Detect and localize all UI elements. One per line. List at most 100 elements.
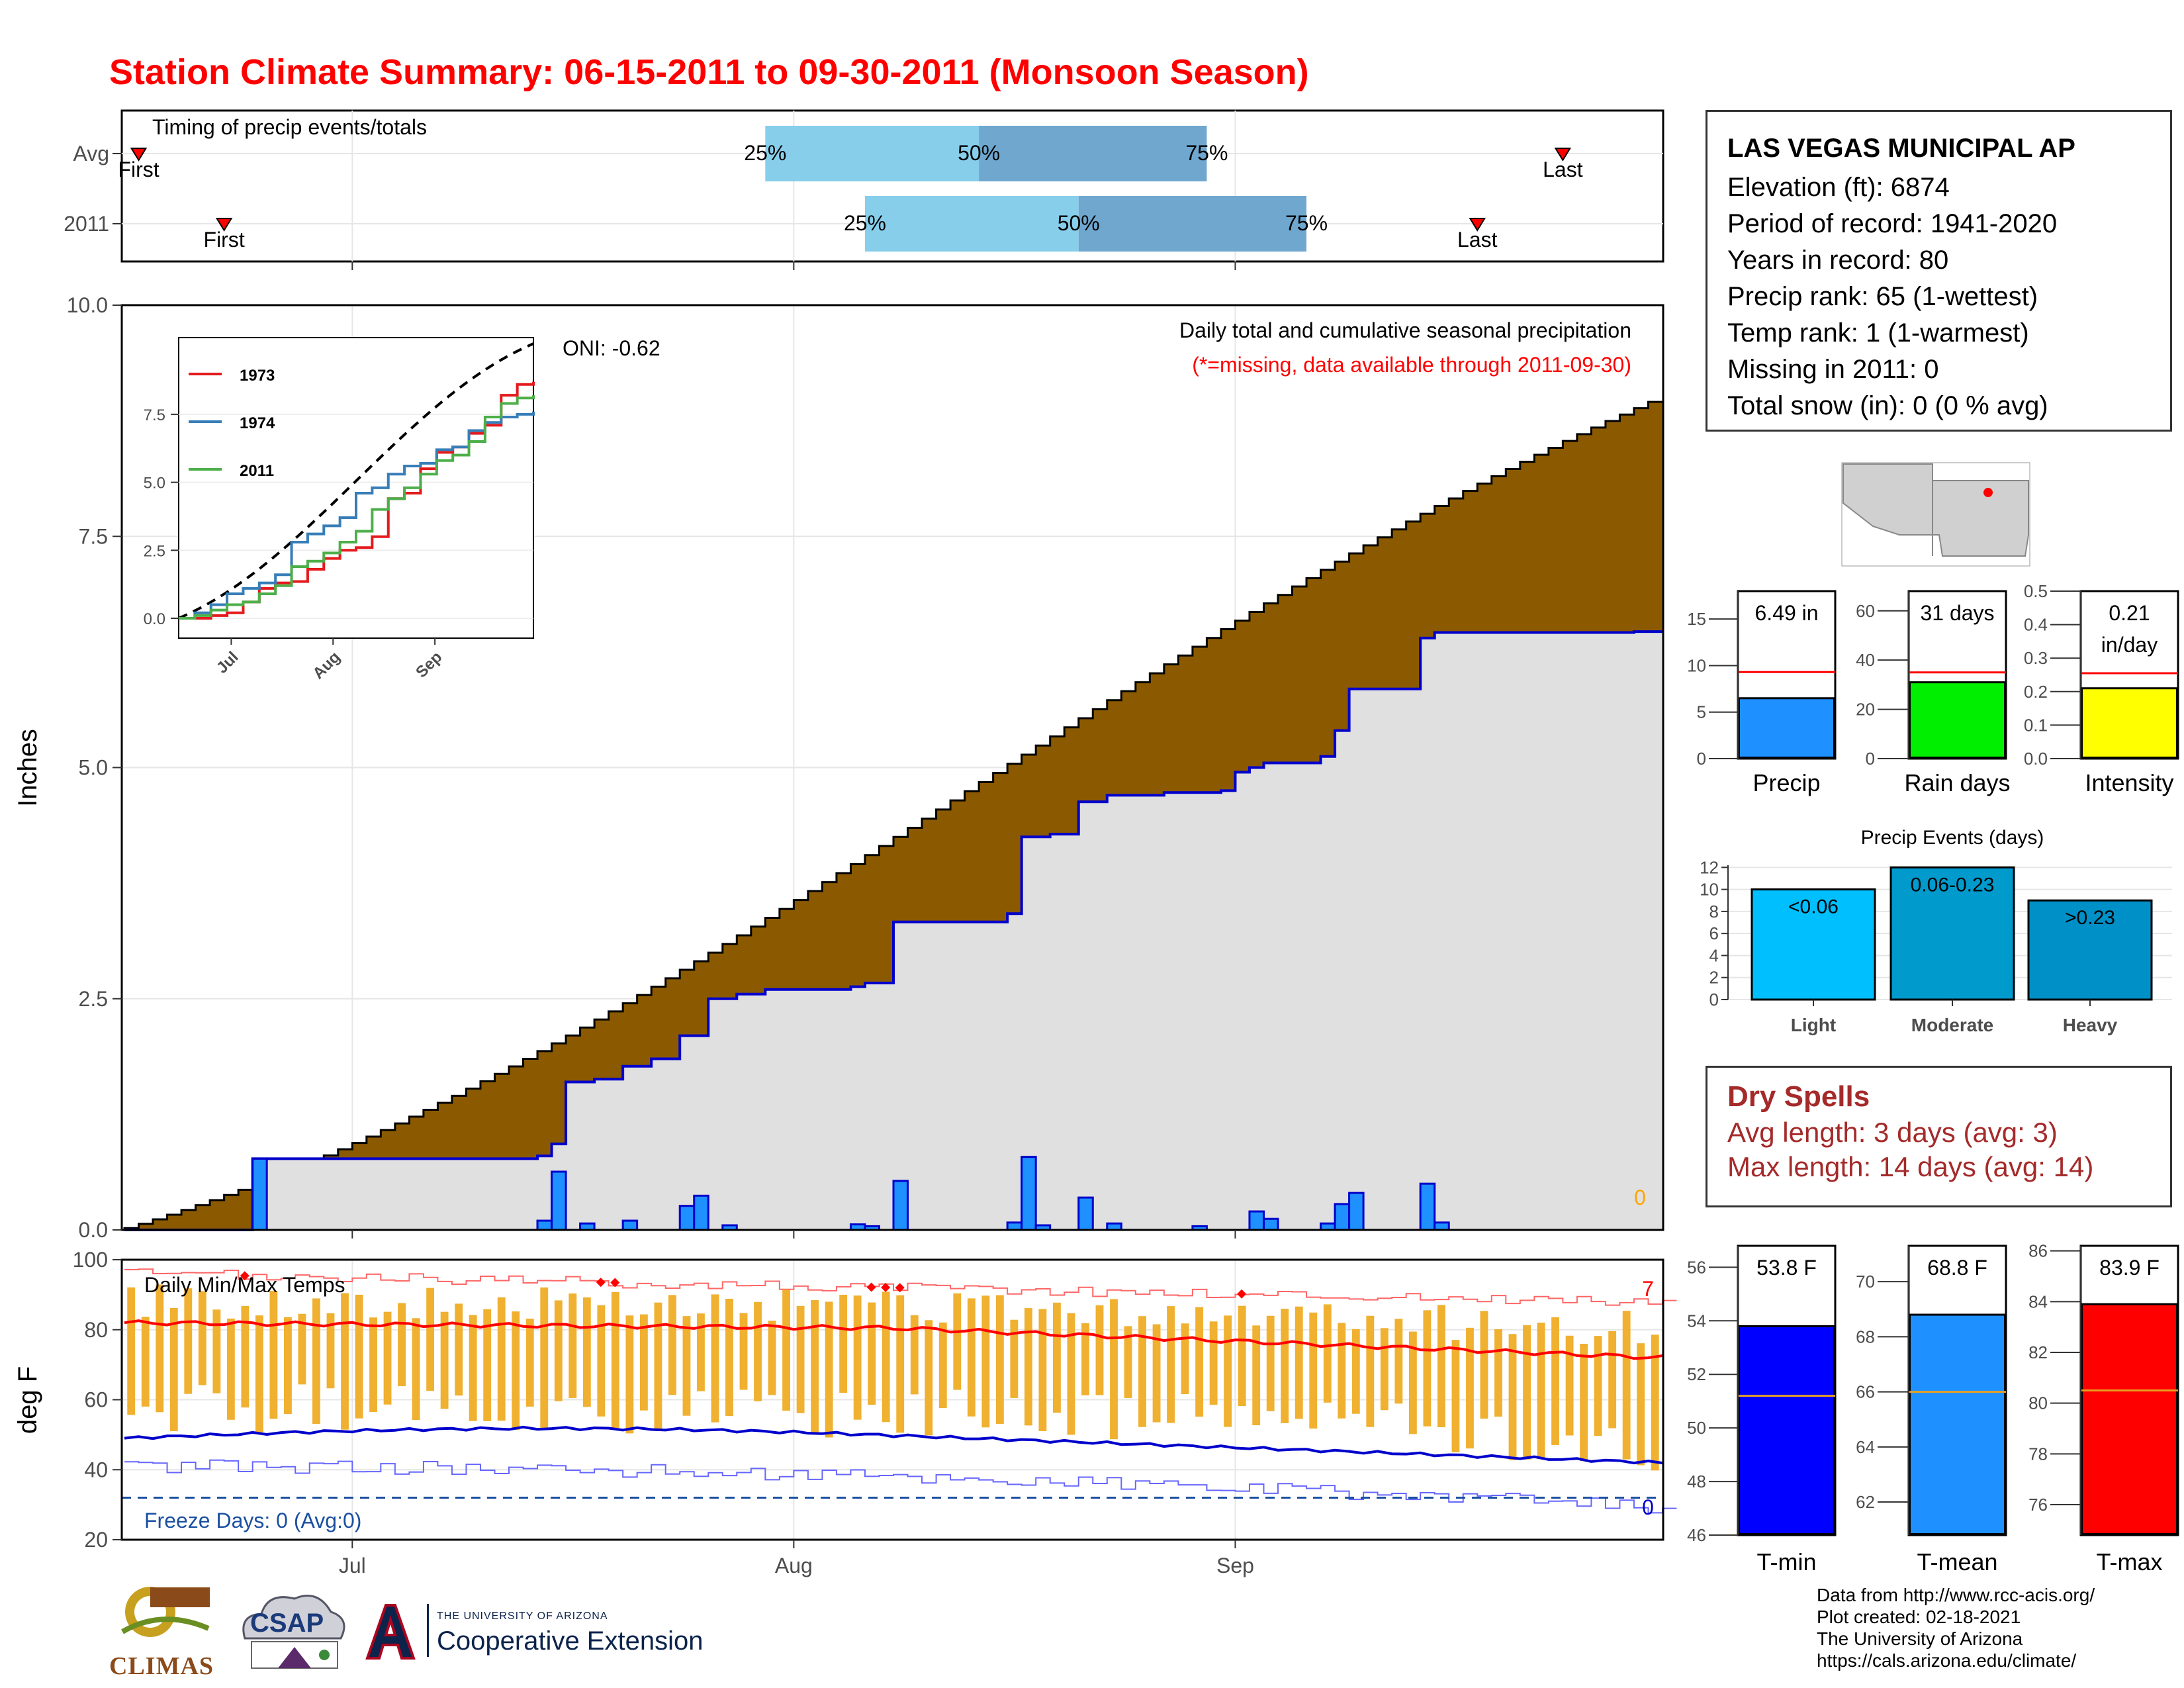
precip-events-bar-label: >0.23 [2065, 907, 2115, 929]
footer-plot-date: Plot created: 02-18-2021 [1817, 1607, 2021, 1627]
summary-tmax-y-tick-label: 78 [2028, 1444, 2048, 1464]
daily-temp-bar [1195, 1307, 1204, 1417]
timing-bar-q2 [1078, 196, 1307, 252]
daily-temp-bar [1508, 1334, 1517, 1460]
daily-temp-bar [1295, 1306, 1303, 1419]
ua-logo-large-text: Cooperative Extension [437, 1626, 704, 1656]
inset-y-tick-label: 2.5 [144, 542, 165, 560]
daily-temp-bar [754, 1301, 762, 1401]
daily-temp-bar [1351, 1329, 1360, 1414]
daily-precip-bar [1433, 1221, 1450, 1231]
daily-precip-bar [1248, 1210, 1265, 1231]
daily-temp-bar [198, 1291, 206, 1385]
precip-events-category-label: Moderate [1911, 1015, 1993, 1035]
timing-bar-q2 [979, 126, 1207, 181]
temp-x-tick-label: Jul [339, 1554, 366, 1577]
daily-temp-bar [440, 1311, 449, 1409]
daily-temp-bar [1494, 1329, 1502, 1417]
summary-intensity-value-unit: in/day [2101, 633, 2158, 657]
daily-temp-bar [1594, 1336, 1602, 1436]
daily-temp-bar [1394, 1319, 1403, 1404]
summary-raindays-y-tick-label: 60 [1856, 601, 1875, 621]
summary-intensity-category-label: Intensity [2085, 769, 2173, 796]
summary-precip-bar [1738, 697, 1835, 759]
precip-events-bar-moderate [1889, 866, 2015, 1001]
precip-y-tick-label: 7.5 [79, 524, 108, 548]
timing-marker-first [130, 148, 148, 162]
daily-precip-bar [1021, 1156, 1037, 1231]
summary-tmean-y-tick-label: 64 [1856, 1437, 1875, 1457]
station-snow: Total snow (in): 0 (0 % avg) [1727, 391, 2048, 420]
summary-tmin-value-label: 53.8 F [1756, 1256, 1817, 1280]
temp-y-tick-label: 80 [84, 1318, 108, 1342]
summary-tmean-value-label: 68.8 F [1927, 1256, 1987, 1280]
station-info-panel: LAS VEGAS MUNICIPAL AP Elevation (ft): 6… [1706, 110, 2172, 432]
summary-intensity-y-tick-label: 0.2 [2024, 682, 2048, 702]
daily-temp-bar [582, 1297, 591, 1407]
summary-raindays-y-tick-label: 0 [1866, 749, 1875, 769]
precip-y-tick-label: 5.0 [79, 756, 108, 780]
daily-temp-bar [1181, 1323, 1189, 1394]
ua-logo-small-text: THE UNIVERSITY OF ARIZONA [437, 1611, 608, 1622]
daily-temp-bar [1138, 1316, 1146, 1427]
summary-tmean-y-tick-label: 62 [1856, 1492, 1875, 1512]
daily-temp-bar [1608, 1331, 1617, 1429]
station-years: Years in record: 80 [1727, 246, 1949, 275]
daily-precip-bar [1348, 1192, 1365, 1231]
summary-precip-y-tick-label: 15 [1687, 609, 1706, 629]
daily-temp-bar [412, 1318, 420, 1421]
daily-temp-bar [925, 1320, 933, 1436]
daily-temp-bar [184, 1288, 193, 1394]
daily-temp-bar [1523, 1325, 1531, 1460]
timing-title: Timing of precip events/totals [152, 115, 427, 139]
daily-temp-bar [1651, 1335, 1659, 1471]
daily-precip-bar [1262, 1217, 1279, 1231]
ua-logo-divider [427, 1604, 429, 1657]
record-high-marker [881, 1282, 891, 1292]
daily-temp-bar [312, 1298, 320, 1424]
daily-temp-bar [341, 1293, 349, 1430]
daily-precip-bar [678, 1205, 696, 1231]
daily-temp-bar [1110, 1299, 1118, 1440]
daily-temp-bar [525, 1319, 534, 1407]
timing-label-last: Last [1543, 158, 1583, 181]
record-high-marker [610, 1278, 620, 1288]
summary-tmean-y-tick-label: 70 [1856, 1272, 1875, 1291]
station-period: Period of record: 1941-2020 [1727, 209, 2058, 238]
summary-intensity-value-label: 0.21 [2109, 601, 2150, 625]
climas-logo-text: CLIMAS [109, 1652, 214, 1680]
daily-precip-bar [1006, 1221, 1023, 1231]
daily-temp-bar [1053, 1302, 1061, 1413]
dry-spells-title: Dry Spells [1727, 1080, 1870, 1113]
summary-tmin-category-label: T-min [1757, 1548, 1817, 1575]
inset-y-tick-label: 7.5 [144, 406, 165, 424]
temp-x-tick-label: Aug [775, 1554, 813, 1577]
daily-temp-bar [668, 1295, 676, 1395]
daily-precip-bar [621, 1219, 639, 1231]
summary-tmin-y-tick-label: 52 [1687, 1364, 1706, 1384]
summary-tmin-y-tick-label: 54 [1687, 1311, 1706, 1331]
summary-tmean-y-tick-label: 68 [1856, 1327, 1875, 1346]
daily-temp-bar [426, 1288, 435, 1391]
inset-series-line-2011 [179, 395, 535, 620]
avg-tmin-line [124, 1425, 1663, 1465]
inset-legend-label-2011: 2011 [240, 462, 274, 480]
daily-temp-bar [1038, 1309, 1047, 1431]
freeze-days-label: Freeze Days: 0 (Avg:0) [144, 1509, 361, 1532]
daily-temp-bar [1622, 1311, 1631, 1460]
precip-events-category-label: Heavy [2063, 1015, 2118, 1035]
summary-tmax-y-tick-label: 76 [2028, 1495, 2048, 1515]
footer-url: https://cals.arizona.edu/climate/ [1817, 1650, 2077, 1671]
precip-annotation-missing: (*=missing, data available through 2011-… [1192, 353, 1631, 377]
footer-credits: Data from http://www.rcc-acis.org/ Plot … [1817, 1584, 2095, 1671]
inset-average-line [178, 342, 534, 620]
freeze-count: 0 [1642, 1495, 1654, 1519]
record-high-marker [1237, 1289, 1247, 1299]
daily-temp-bar [711, 1294, 719, 1423]
daily-temp-bar [1081, 1323, 1089, 1395]
timing-label-25: 25% [844, 211, 886, 235]
precip-y-tick-label: 0.0 [79, 1218, 108, 1242]
timing-row-label: 2011 [64, 212, 109, 236]
record-high-marker [866, 1282, 876, 1292]
